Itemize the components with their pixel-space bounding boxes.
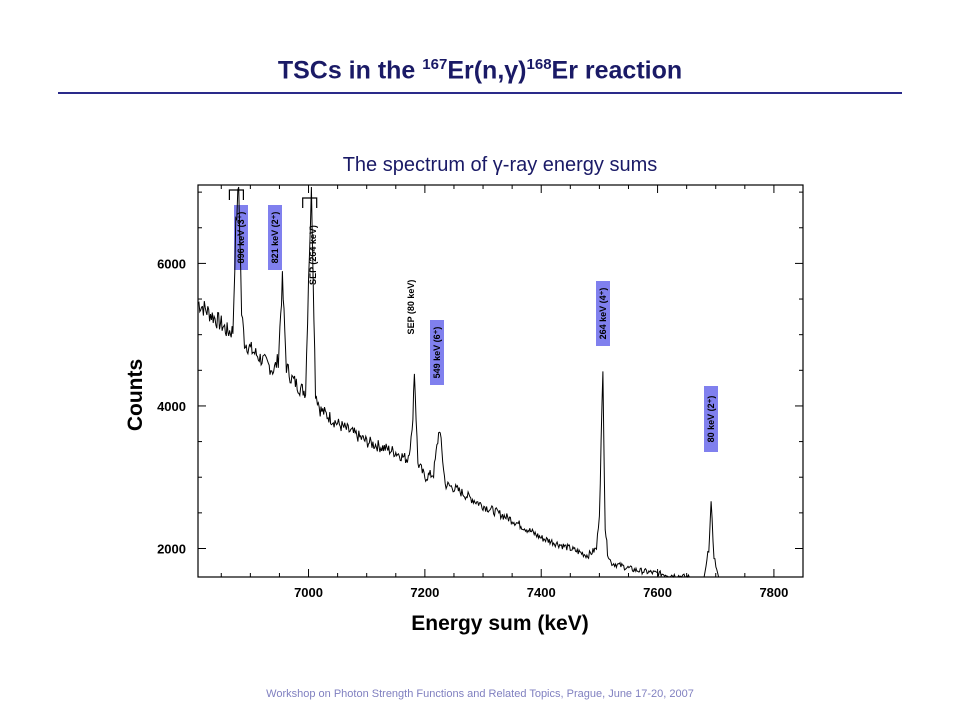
y-axis-title: Counts <box>124 359 147 431</box>
slide-title-sup-168: 168 <box>526 56 552 73</box>
x-tick-label: 7800 <box>759 585 788 600</box>
peak-labels: 896 keV (3⁺) 821 keV (2⁺) SEP (264 keV)SEP… <box>228 189 718 452</box>
peak-label: 896 keV (3⁺) <box>236 212 246 264</box>
title-divider <box>58 92 902 94</box>
axis-ticks: 7000 7200 7400 7600 7800 2000 4000 6000 <box>157 185 804 600</box>
peak-label-box <box>704 386 718 452</box>
slide-title-mid: Er(n,γ) <box>447 56 527 85</box>
slide-title: TSCs in the 167Er(n,γ)168Er reaction <box>58 56 902 85</box>
x-axis-title: Energy sum (keV) <box>411 612 588 635</box>
x-tick-label: 7200 <box>410 585 439 600</box>
peak-label: 264 keV (4⁺) <box>598 288 608 340</box>
y-tick-label: 6000 <box>157 256 186 271</box>
peak-label: 821 keV (2⁺) <box>270 212 280 264</box>
slide-title-prefix: TSCs in the <box>277 56 423 85</box>
y-tick-label: 4000 <box>157 399 186 414</box>
x-tick-label: 7600 <box>643 585 672 600</box>
footer-text: Workshop on Photon Strength Functions an… <box>266 688 694 700</box>
spectrum-line <box>197 186 803 578</box>
peak-label-box <box>596 281 610 346</box>
x-tick-label: 7400 <box>527 585 556 600</box>
peak-bracket <box>302 197 318 208</box>
plot-frame <box>197 184 804 578</box>
slide-title-sup-167: 167 <box>422 56 448 73</box>
y-tick-label: 2000 <box>157 541 186 556</box>
peak-label-box <box>234 205 248 270</box>
x-tick-label: 7000 <box>294 585 323 600</box>
peak-label: SEP (80 keV) <box>406 280 416 335</box>
slide-title-suffix: Er reaction <box>551 56 683 85</box>
peak-bracket <box>228 189 244 200</box>
peak-label: 549 keV (6⁺) <box>432 327 442 379</box>
peak-label-box <box>268 205 282 270</box>
peak-label-box <box>430 320 444 385</box>
peak-label: 80 keV (2⁺) <box>706 396 716 443</box>
chart-title: The spectrum of γ-ray energy sums <box>342 154 658 176</box>
